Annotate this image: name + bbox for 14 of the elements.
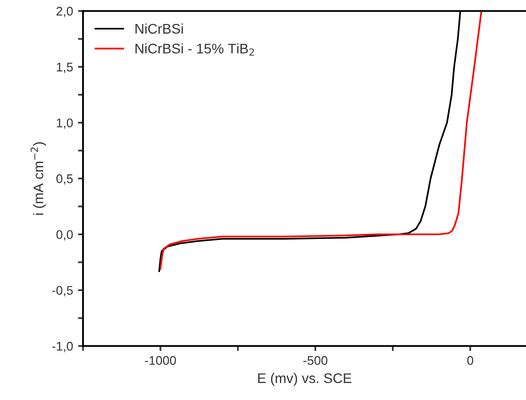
y-tick-label: -1,0: [52, 342, 73, 352]
y-tick-label: 0,5: [56, 174, 73, 185]
y-tick-label: -0,5: [52, 286, 73, 296]
y-tick-label: 2,0: [56, 6, 73, 18]
x-tick-label: 0: [467, 356, 474, 365]
legend-label: NiCrBSi: [136, 24, 183, 34]
y-tick-label: 0,0: [56, 230, 73, 240]
y-tick-label: 1,5: [56, 62, 73, 73]
y-axis-title: i (mA cm$^{−2}$): [30, 142, 46, 215]
x-axis-title: E (mv) vs. SCE: [258, 372, 352, 386]
legend-label: NiCrBSi - 15% TiB$_{2}$: [136, 43, 254, 56]
y-tick-label: 1,0: [56, 118, 73, 129]
x-tick-label: -500: [303, 356, 328, 365]
x-tick-label: -1000: [145, 356, 176, 365]
